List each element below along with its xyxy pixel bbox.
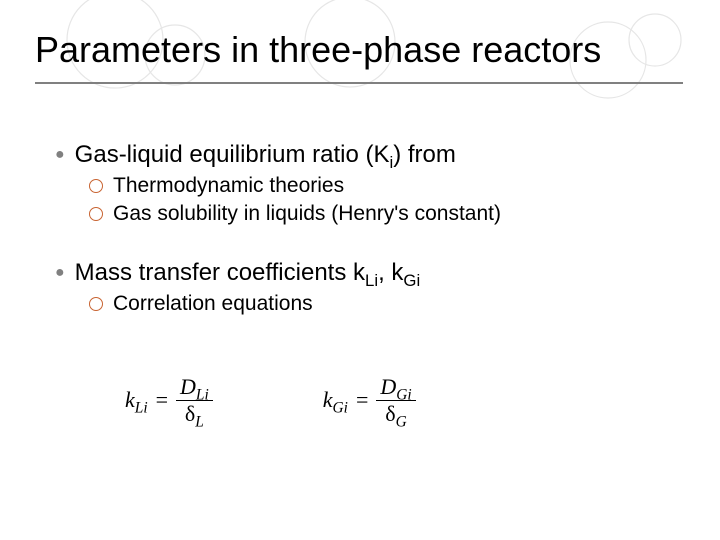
disc-bullet-icon: ●	[55, 259, 65, 287]
title-underline	[35, 82, 683, 84]
text-part: ) from	[393, 141, 456, 168]
slide-body: ● Gas-liquid equilibrium ratio (Ki) from…	[55, 135, 675, 317]
subscript: G	[396, 413, 407, 430]
subscript: L	[195, 413, 204, 430]
equals-sign: =	[356, 387, 368, 413]
text-part: Mass transfer coefficients k	[75, 259, 365, 286]
fraction: DLi δL	[176, 374, 213, 426]
sub-bullet-gas-solubility: Gas solubility in liquids (Henry's const…	[89, 201, 675, 227]
eq-lhs: kLi	[125, 387, 148, 413]
numerator: DLi	[176, 374, 213, 399]
bullet-text: Gas-liquid equilibrium ratio (Ki) from	[75, 141, 456, 169]
spacer	[55, 227, 675, 253]
delta-symbol: δ	[185, 401, 195, 426]
text-part: Gas-liquid equilibrium ratio (K	[75, 141, 390, 168]
var: D	[380, 374, 396, 399]
numerator: DGi	[376, 374, 415, 399]
denominator: δG	[381, 401, 411, 426]
var: k	[125, 387, 135, 412]
subscript: Li	[365, 271, 378, 290]
disc-bullet-icon: ●	[55, 141, 65, 169]
bullet-text: Thermodynamic theories	[113, 173, 344, 199]
subscript: Li	[135, 399, 148, 416]
delta-symbol: δ	[385, 401, 395, 426]
var: k	[323, 387, 333, 412]
equals-sign: =	[156, 387, 168, 413]
slide-title: Parameters in three-phase reactors	[35, 30, 601, 70]
fraction: DGi δG	[376, 374, 415, 426]
ring-bullet-icon	[89, 297, 103, 311]
equation-kGi: kGi = DGi δG	[323, 374, 416, 426]
sub-bullet-correlation: Correlation equations	[89, 291, 675, 317]
ring-bullet-icon	[89, 179, 103, 193]
text-part: , k	[378, 259, 403, 286]
bg-circle	[629, 14, 681, 66]
eq-lhs: kGi	[323, 387, 348, 413]
bullet-text: Gas solubility in liquids (Henry's const…	[113, 201, 501, 227]
bullet-text: Correlation equations	[113, 291, 313, 317]
equation-kLi: kLi = DLi δL	[125, 374, 213, 426]
bullet-text: Mass transfer coefficients kLi, kGi	[75, 259, 421, 287]
bullet-item-mass-transfer: ● Mass transfer coefficients kLi, kGi	[55, 259, 675, 287]
equations-row: kLi = DLi δL kGi = DGi δG	[125, 365, 595, 435]
subscript: Gi	[333, 399, 348, 416]
bullet-item-gas-liquid: ● Gas-liquid equilibrium ratio (Ki) from	[55, 141, 675, 169]
var: D	[180, 374, 196, 399]
subscript: Gi	[403, 271, 420, 290]
denominator: δL	[181, 401, 208, 426]
sub-bullet-thermodynamic: Thermodynamic theories	[89, 173, 675, 199]
ring-bullet-icon	[89, 207, 103, 221]
